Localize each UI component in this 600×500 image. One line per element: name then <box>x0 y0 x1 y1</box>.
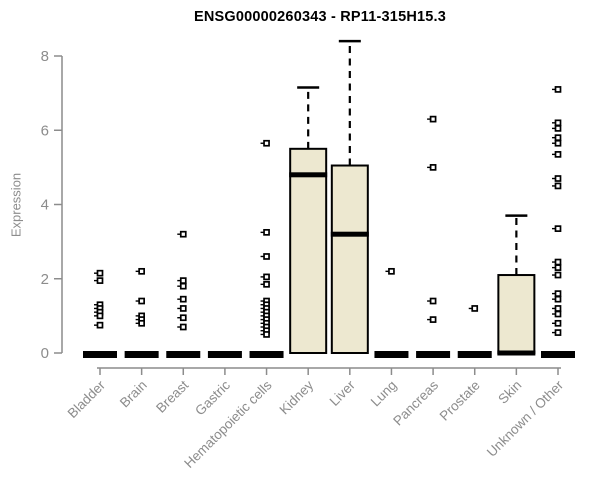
data-point <box>554 175 562 182</box>
data-point <box>429 316 437 323</box>
data-point <box>554 151 562 158</box>
median-line <box>289 172 328 178</box>
data-point <box>554 295 562 303</box>
data-point <box>96 277 104 284</box>
data-point <box>388 267 395 275</box>
data-point <box>179 277 187 284</box>
y-tick-label: 0 <box>41 345 49 362</box>
zero-median-bar <box>249 351 284 358</box>
data-point <box>554 305 562 312</box>
x-tick-label: Breast <box>153 377 191 415</box>
data-point <box>96 269 104 277</box>
zero-median-bar <box>207 351 242 358</box>
data-point <box>179 323 187 331</box>
x-tick-label: Lung <box>368 378 400 410</box>
data-point <box>138 267 145 275</box>
x-tick-label: Unknown / Other <box>484 377 567 460</box>
data-point <box>263 331 270 338</box>
data-point <box>554 271 562 279</box>
zero-median-bar <box>374 351 409 358</box>
x-tick-label: Pancreas <box>390 377 441 428</box>
data-point <box>554 125 562 132</box>
zero-median-bar <box>83 351 117 358</box>
data-point <box>554 134 562 142</box>
box <box>497 274 536 355</box>
data-point <box>554 264 562 271</box>
data-point <box>263 280 270 288</box>
zero-median-bar <box>166 351 201 358</box>
data-point <box>138 297 145 305</box>
data-point <box>179 305 187 312</box>
data-point <box>554 258 562 266</box>
median-line <box>330 231 369 237</box>
data-point <box>471 305 479 312</box>
data-point <box>429 115 437 123</box>
x-tick-label: Kidney <box>277 377 317 417</box>
data-point <box>554 329 562 336</box>
data-point <box>263 273 270 281</box>
zero-median-bar <box>541 351 575 358</box>
data-point <box>179 230 187 238</box>
box <box>330 164 369 354</box>
data-point <box>263 228 270 236</box>
y-tick-label: 8 <box>41 48 49 65</box>
data-point <box>554 86 562 93</box>
data-point <box>554 225 562 232</box>
data-point <box>554 310 562 318</box>
y-tick-label: 2 <box>41 271 49 288</box>
data-point <box>263 253 270 260</box>
data-point <box>554 290 562 297</box>
x-tick-label: Liver <box>327 377 359 409</box>
x-tick-label: Skin <box>495 378 524 407</box>
data-point <box>554 319 562 327</box>
y-tick-label: 6 <box>41 122 49 139</box>
data-point <box>554 119 562 127</box>
chart-title: ENSG00000260343 - RP11-315H15.3 <box>193 9 447 25</box>
median-line <box>497 350 536 356</box>
data-point <box>263 139 270 147</box>
data-point <box>138 319 145 327</box>
x-tick-label: Brain <box>117 378 150 411</box>
zero-median-bar <box>457 351 492 358</box>
data-point <box>179 295 187 303</box>
zero-median-bar <box>124 351 159 358</box>
x-tick-label: Bladder <box>65 377 109 421</box>
x-tick-label: Gastric <box>192 377 233 418</box>
box <box>289 147 328 354</box>
data-point <box>96 321 104 329</box>
data-point <box>179 314 187 322</box>
data-point <box>429 164 437 171</box>
data-point <box>179 282 187 290</box>
data-point <box>429 297 437 305</box>
x-tick-label: Prostate <box>437 378 483 424</box>
zero-median-bar <box>416 351 451 358</box>
data-point <box>554 182 562 190</box>
data-point <box>554 139 562 147</box>
y-tick-label: 4 <box>41 197 49 214</box>
data-point <box>96 312 104 320</box>
